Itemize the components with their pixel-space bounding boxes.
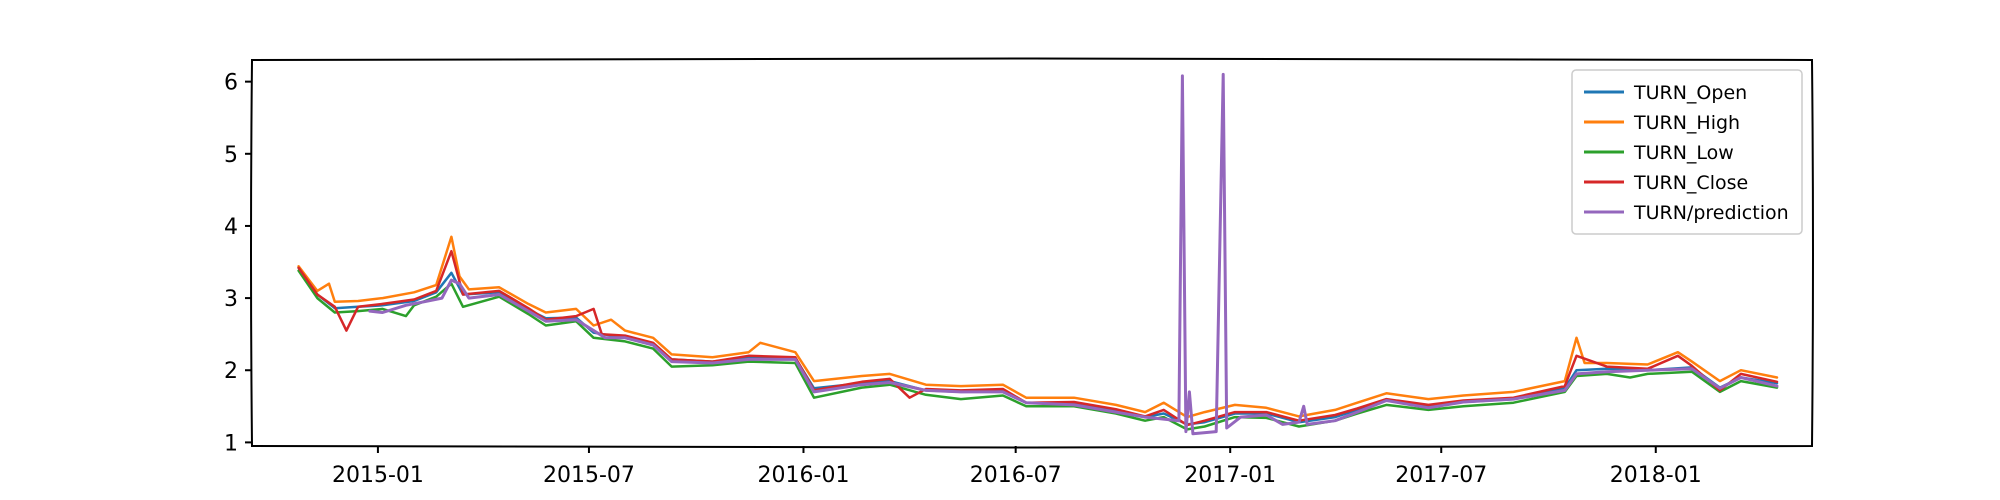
y-tick-label: 1: [224, 431, 238, 456]
legend-label: TURN_Close: [1633, 172, 1748, 194]
legend-label: TURN_High: [1633, 112, 1740, 134]
series-line: [297, 269, 1779, 431]
y-tick-label: 3: [224, 287, 238, 312]
series-line: [368, 72, 1779, 436]
series-layer: [297, 72, 1779, 436]
series-turn-low: [297, 269, 1779, 431]
series-turn-close: [297, 249, 1779, 427]
plot-border: [250, 57, 1814, 449]
series-turn-open: [297, 266, 1779, 426]
legend-label: TURN_Low: [1633, 142, 1734, 164]
plot-frame: [250, 57, 1814, 449]
x-tick-label: 2016-01: [758, 463, 850, 488]
legend-box: [1571, 69, 1803, 235]
y-tick-label: 5: [224, 143, 238, 168]
y-tick-label: 4: [224, 215, 238, 240]
x-tick-label: 2015-07: [543, 463, 635, 488]
x-tick-label: 2016-07: [970, 463, 1062, 488]
x-tick-label: 2017-01: [1184, 463, 1276, 488]
x-tick-label: 2018-01: [1610, 463, 1702, 488]
x-tick-label: 2015-01: [332, 463, 424, 488]
series-line: [297, 235, 1779, 419]
y-axis: 1 2 3 4 5 6: [224, 71, 252, 456]
x-axis: 2015-01 2015-07 2016-01 2016-07 2017-01 2017-…: [332, 446, 1702, 488]
series-line: [297, 266, 1779, 426]
legend-label: TURN_Open: [1633, 82, 1747, 104]
series-turn-high: [297, 235, 1779, 419]
legend: TURN_Open TURN_High TURN_Low TURN_Close TURN…: [1571, 69, 1803, 235]
series-line: [297, 249, 1779, 427]
y-tick-label: 2: [224, 359, 238, 384]
y-tick-label: 6: [224, 71, 238, 96]
x-tick-label: 2017-07: [1395, 463, 1487, 488]
series-turn-prediction: [368, 72, 1779, 436]
legend-label: TURN/prediction: [1633, 202, 1789, 224]
